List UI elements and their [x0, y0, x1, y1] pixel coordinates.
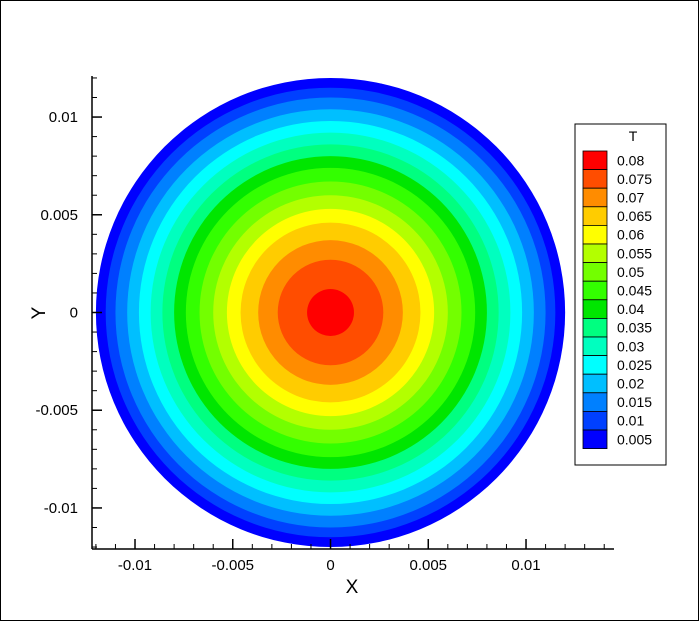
legend-label: 0.045 [617, 283, 652, 299]
x-axis-label: X [346, 577, 359, 598]
legend-label: 0.015 [617, 394, 652, 410]
legend-label: 0.075 [617, 171, 652, 187]
x-tick-label: 0.005 [409, 557, 447, 574]
legend-swatch [582, 280, 608, 301]
axes: -0.01 -0.005 0 0.005 0.01 -0.01 -0.005 0 0.005 0… [29, 76, 614, 598]
legend-label: 0.01 [617, 413, 644, 429]
legend-label: 0.07 [617, 190, 644, 206]
legend-swatch [582, 150, 608, 171]
legend-swatch [582, 355, 608, 375]
legend-swatch [582, 429, 608, 450]
legend-swatch [582, 187, 608, 208]
y-tick-label: -0.01 [44, 500, 78, 517]
y-tick-label: 0 [70, 305, 78, 322]
x-tick-label: 0 [326, 557, 334, 574]
legend-swatch [582, 299, 608, 319]
legend-label: 0.025 [617, 357, 652, 373]
legend-label: 0.03 [617, 338, 644, 354]
legend-swatch [582, 317, 608, 338]
legend-label: 0.06 [617, 227, 644, 243]
legend-title: T [629, 128, 638, 144]
y-tick-label: 0.005 [40, 207, 78, 224]
legend-swatch [582, 262, 608, 282]
legend-label: 0.065 [617, 208, 652, 224]
legend-items: 0.08 0.075 0.07 0.065 0.06 0.055 0.05 0.045 0.04… [582, 150, 652, 450]
legend-swatch [582, 243, 608, 264]
legend-label: 0.005 [617, 431, 652, 447]
legend-label: 0.055 [617, 245, 652, 261]
legend-label: 0.08 [617, 152, 644, 168]
legend-swatch [582, 392, 608, 412]
legend-label: 0.02 [617, 376, 644, 392]
x-tick-label: -0.005 [211, 557, 254, 574]
x-ticks: -0.01 -0.005 0 0.005 0.01 [95, 539, 605, 574]
legend-swatch [582, 169, 608, 189]
legend-swatch [582, 336, 608, 357]
legend-label: 0.05 [617, 264, 644, 280]
contour-bands [95, 77, 566, 548]
legend-swatch [582, 224, 608, 245]
y-tick-label: -0.005 [35, 402, 78, 419]
y-ticks: -0.01 -0.005 0 0.005 0.01 [35, 77, 102, 548]
legend-swatch [582, 206, 608, 226]
legend-label: 0.035 [617, 320, 652, 336]
y-axis-label: Y [29, 306, 50, 319]
legend: T 0.080.0750.070.0650.060.0550.050.0450.… [574, 123, 667, 466]
contour-band-16 [307, 289, 354, 336]
y-tick-label: 0.01 [49, 109, 78, 126]
legend-label: 0.04 [617, 301, 644, 317]
legend-swatch [582, 373, 608, 394]
legend-swatch [582, 410, 608, 431]
x-tick-label: 0.01 [511, 557, 540, 574]
x-tick-label: -0.01 [118, 557, 152, 574]
